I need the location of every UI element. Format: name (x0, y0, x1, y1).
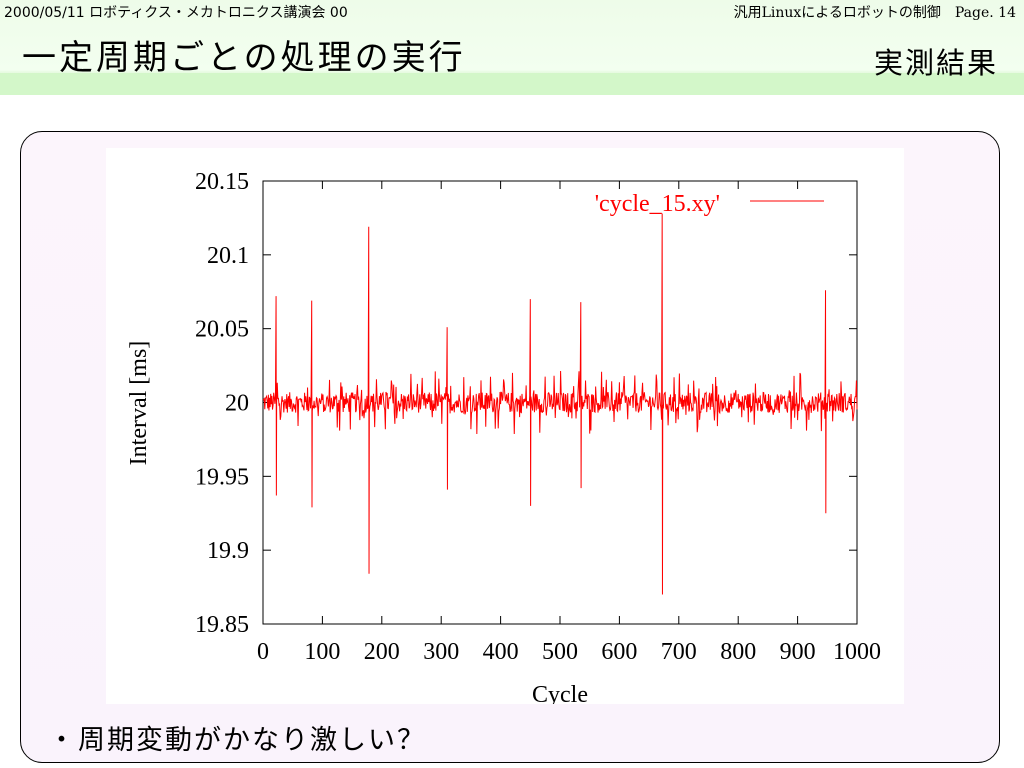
bullet-marker: ・ (48, 725, 77, 756)
y-tick-label: 19.9 (207, 538, 249, 564)
x-tick-label: 400 (483, 639, 519, 665)
slide-subtitle: 実測結果 (873, 46, 998, 80)
slide-title: 一定周期ごとの処理の実行 (22, 38, 466, 78)
x-tick-label: 300 (423, 639, 459, 665)
talk-title: 汎用Linuxによるロボットの制御 (733, 5, 941, 21)
legend-label: 'cycle_15.xy' (595, 191, 720, 217)
x-axis: 0 100 200 300 400 500 600 700 800 900 1000 (257, 181, 881, 665)
y-tick-label: 20.05 (195, 317, 249, 343)
x-tick-label: 0 (257, 639, 269, 665)
x-tick-label: 100 (304, 639, 340, 665)
y-axis-label: Interval [ms] (126, 341, 152, 466)
y-tick-label: 20 (225, 391, 249, 417)
x-tick-label: 200 (364, 639, 400, 665)
series-layer (262, 213, 858, 595)
talk-info: 汎用Linuxによるロボットの制御 Page. 14 (734, 2, 1016, 22)
x-tick-label: 900 (780, 639, 816, 665)
x-tick-label: 500 (542, 639, 578, 665)
bullet-text: 周期変動がかなり激しい？ (78, 725, 426, 756)
chart-svg: 19.85 19.9 19.95 20 20.05 20.1 20.15 0 100 200 30… (126, 169, 881, 704)
x-tick-label: 800 (720, 639, 756, 665)
bullet-item: ・周期変動がかなり激しい？ (48, 718, 426, 757)
x-tick-label: 700 (661, 639, 697, 665)
interval-chart: 19.85 19.9 19.95 20 20.05 20.1 20.15 0 100 200 30… (106, 148, 904, 704)
y-tick-label: 19.95 (195, 464, 249, 490)
x-tick-label: 600 (601, 639, 637, 665)
y-tick-label: 19.85 (195, 612, 249, 638)
header-bar (0, 73, 1024, 95)
conference-info: 2000/05/11 ロボティクス・メカトロニクス講演会 00 (4, 5, 348, 21)
x-tick-label: 1000 (833, 639, 881, 665)
page-number: Page. 14 (954, 5, 1016, 21)
x-axis-label: Cycle (532, 682, 588, 704)
y-tick-label: 20.1 (207, 243, 249, 269)
y-axis: 19.85 19.9 19.95 20 20.05 20.1 20.15 (195, 169, 857, 638)
y-tick-label: 20.15 (195, 169, 249, 195)
series-line (262, 213, 858, 595)
